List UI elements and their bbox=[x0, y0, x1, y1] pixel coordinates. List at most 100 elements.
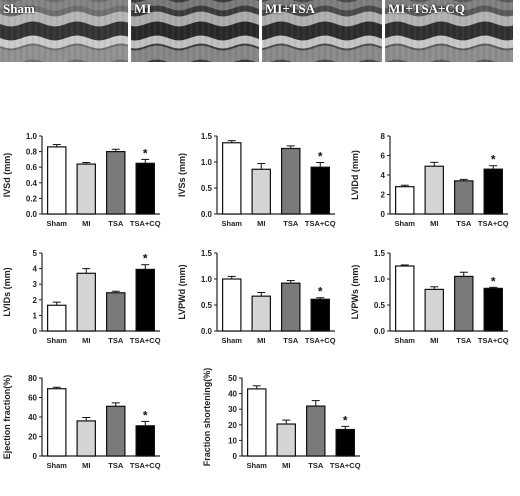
chart-lvids: LVIDs (mm) 0 1 2 3 4 5 Sham MI TSA * TSA+CQ bbox=[0, 245, 170, 365]
echo-panel: MI+TSA bbox=[262, 0, 382, 62]
category-label: MI bbox=[82, 461, 90, 470]
echo-wall-band bbox=[131, 11, 259, 27]
y-tick-label: 0.6 bbox=[26, 163, 38, 172]
bar bbox=[135, 425, 155, 457]
echo-wall-band bbox=[385, 11, 513, 27]
category-label: TSA bbox=[108, 219, 124, 228]
y-tick-label: 0.8 bbox=[26, 148, 38, 157]
bar bbox=[106, 292, 126, 332]
y-tick-label: 50 bbox=[228, 374, 237, 383]
y-tick-label: 80 bbox=[28, 374, 37, 383]
y-tick-label: 0 bbox=[33, 452, 38, 461]
bar bbox=[76, 272, 96, 332]
y-axis-title: IVSs (mm) bbox=[177, 153, 187, 197]
bar bbox=[47, 304, 67, 332]
category-label: MI bbox=[282, 461, 290, 470]
echo-image bbox=[385, 0, 513, 62]
echo-wall-band bbox=[262, 11, 382, 27]
chart-lvpwd: LVPWd (mm) 0.0 0.5 1.0 1.5 Sham MI TSA * TSA+CQ bbox=[175, 245, 345, 365]
echo-image bbox=[0, 0, 128, 62]
chart-ivss: IVSs (mm) 0.0 0.5 1.0 1.5 Sham MI TSA * TSA+CQ bbox=[175, 128, 345, 248]
y-tick-label: 0.5 bbox=[201, 184, 213, 193]
chart-svg: Fraction shortening(%) 0 10 20 30 40 50 Sham MI T… bbox=[202, 368, 361, 470]
y-axis-title: Ejection fraction(%) bbox=[2, 375, 12, 460]
echo-wall-band bbox=[0, 35, 128, 49]
echo-strip: Sham MI MI+TSA MI+TSA+CQ bbox=[0, 0, 520, 62]
y-axis-title: Fraction shortening(%) bbox=[202, 368, 212, 467]
y-tick-label: 0.5 bbox=[201, 301, 213, 310]
bar bbox=[135, 268, 155, 332]
y-tick-label: 5 bbox=[33, 249, 38, 258]
bar bbox=[222, 278, 242, 332]
y-axis-title: LVIDd (mm) bbox=[350, 150, 360, 200]
bar bbox=[251, 295, 271, 332]
chart-lvpws: LVPWs (mm) 0.0 0.5 1.0 1.5 Sham MI TSA * TSA+CQ bbox=[348, 245, 518, 365]
echo-panel-label: MI bbox=[134, 1, 152, 16]
y-tick-label: 1.0 bbox=[201, 158, 213, 167]
bar bbox=[47, 146, 67, 215]
y-tick-label: 40 bbox=[228, 390, 237, 399]
bar bbox=[454, 275, 474, 332]
bar bbox=[106, 405, 126, 457]
y-tick-label: 6 bbox=[381, 152, 386, 161]
category-label: MI bbox=[430, 219, 438, 228]
echo-wall-band bbox=[385, 21, 513, 41]
bar bbox=[395, 186, 415, 215]
bar bbox=[106, 151, 126, 215]
bar bbox=[47, 388, 67, 457]
echo-wall-band bbox=[385, 45, 513, 62]
chart-svg: LVPWd (mm) 0.0 0.5 1.0 1.5 Sham MI TSA * TSA+CQ bbox=[177, 249, 336, 345]
y-axis-title: LVPWs (mm) bbox=[350, 265, 360, 320]
category-label: TSA bbox=[283, 219, 299, 228]
echo-wall-band bbox=[385, 0, 513, 11]
echo-wall-band bbox=[131, 0, 259, 11]
y-tick-label: 1.5 bbox=[201, 249, 213, 258]
echo-wall-band bbox=[131, 35, 259, 49]
category-label: MI bbox=[257, 219, 265, 228]
echo-wall-band bbox=[385, 35, 513, 49]
chart-ivsd: IVSd (mm) 0.0 0.2 0.4 0.6 0.8 1.0 Sham MI TSA * TSA… bbox=[0, 128, 170, 248]
y-axis-title: LVIDs (mm) bbox=[2, 267, 12, 316]
bar bbox=[395, 265, 415, 332]
echo-panel: Sham bbox=[0, 0, 128, 62]
echo-wall-band bbox=[0, 21, 128, 41]
chart-svg: Ejection fraction(%) 0 20 40 60 80 Sham MI TSA * T… bbox=[2, 374, 161, 470]
y-tick-label: 0.4 bbox=[26, 179, 38, 188]
category-label: Sham bbox=[222, 219, 243, 228]
bar bbox=[306, 405, 326, 457]
category-label: Sham bbox=[395, 336, 416, 345]
y-tick-label: 20 bbox=[28, 433, 37, 442]
bar bbox=[310, 166, 330, 215]
chart-svg: LVIDd (mm) 0 2 4 6 8 Sham MI TSA * TSA+CQ bbox=[350, 132, 509, 228]
y-tick-label: 20 bbox=[228, 421, 237, 430]
category-label: TSA bbox=[108, 336, 124, 345]
y-tick-label: 2 bbox=[381, 191, 386, 200]
y-tick-label: 4 bbox=[381, 171, 386, 180]
category-label: Sham bbox=[47, 461, 68, 470]
echo-wall-band bbox=[262, 45, 382, 62]
echo-wall-band bbox=[131, 45, 259, 62]
chart-svg: LVPWs (mm) 0.0 0.5 1.0 1.5 Sham MI TSA * TSA+CQ bbox=[350, 249, 509, 345]
category-label: Sham bbox=[247, 461, 268, 470]
bar bbox=[335, 428, 355, 457]
bar bbox=[483, 287, 503, 332]
category-label: TSA bbox=[108, 461, 124, 470]
bar bbox=[424, 165, 444, 215]
bar bbox=[281, 147, 301, 215]
category-label: MI bbox=[82, 219, 90, 228]
significance-star: * bbox=[491, 274, 496, 288]
y-tick-label: 1.5 bbox=[374, 249, 386, 258]
bar bbox=[247, 388, 267, 457]
y-tick-label: 1.5 bbox=[201, 132, 213, 141]
y-tick-label: 0 bbox=[381, 210, 386, 219]
chart-fraction-shortening: Fraction shortening(%) 0 10 20 30 40 50 Sham MI T… bbox=[200, 368, 370, 490]
chart-lvidd: LVIDd (mm) 0 2 4 6 8 Sham MI TSA * TSA+CQ bbox=[348, 128, 518, 248]
echo-wall-band bbox=[262, 35, 382, 49]
significance-star: * bbox=[343, 413, 348, 427]
y-tick-label: 60 bbox=[28, 394, 37, 403]
y-tick-label: 8 bbox=[381, 132, 386, 141]
echo-wall-band bbox=[0, 11, 128, 27]
category-label: Sham bbox=[47, 219, 68, 228]
chart-svg: LVIDs (mm) 0 1 2 3 4 5 Sham MI TSA * TSA+CQ bbox=[2, 249, 161, 345]
significance-star: * bbox=[318, 285, 323, 299]
